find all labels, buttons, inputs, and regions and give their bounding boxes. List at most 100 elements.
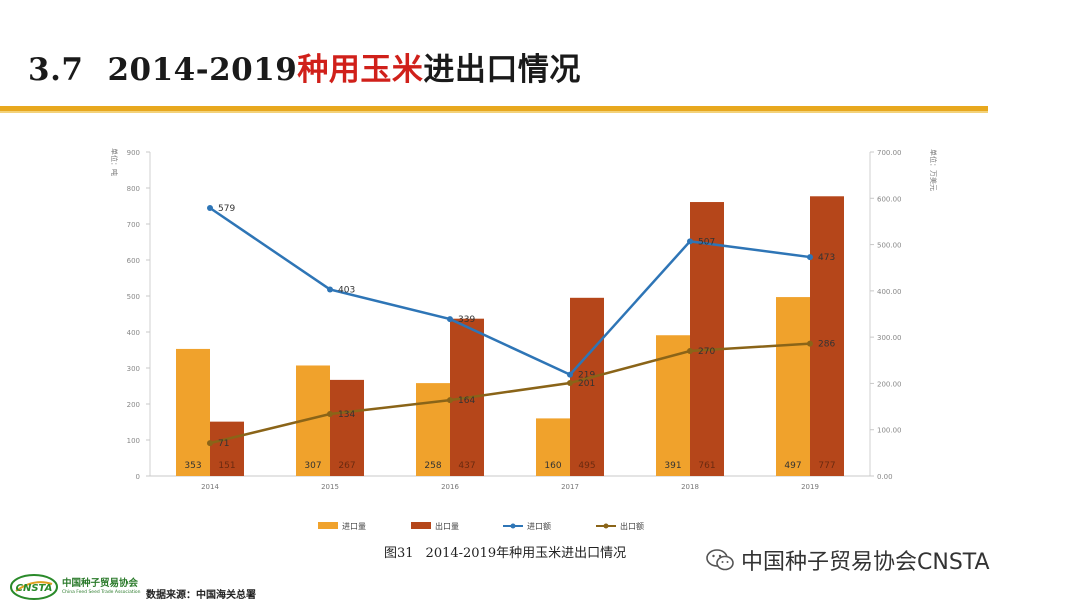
x-tick-label: 2015	[321, 483, 339, 491]
bar-export-qty	[570, 297, 604, 476]
bar-import-qty	[776, 297, 810, 476]
point-export-value-label: 201	[578, 379, 595, 389]
logo-name-en: China Feed Seed Trade Association	[62, 589, 141, 595]
legend-label: 进口额	[527, 521, 551, 531]
bar-import-qty-label: 497	[784, 461, 801, 471]
cnsta-logo: CNSTA 中国种子贸易协会 China Feed Seed Trade Ass…	[10, 574, 141, 600]
data-source: 数据来源：中国海关总署	[146, 590, 256, 601]
y-right-tick-label: 100.00	[877, 427, 902, 435]
x-tick-label: 2018	[681, 483, 699, 491]
y-left-tick-label: 500	[127, 293, 140, 301]
legend-swatch-marker	[510, 523, 516, 529]
section-number: 3.7	[28, 52, 84, 88]
y-left-tick-label: 200	[127, 401, 140, 409]
y-right-tick-label: 300.00	[877, 334, 902, 342]
y-right-tick-label: 500.00	[877, 242, 902, 250]
point-export-value	[207, 440, 213, 447]
point-import-value-label: 507	[698, 237, 715, 247]
title-highlight: 种用玉米	[297, 52, 424, 88]
bar-export-qty	[330, 379, 364, 476]
bar-import-qty-label: 307	[304, 461, 321, 471]
bar-export-qty-label: 151	[218, 461, 235, 471]
point-export-value	[567, 379, 573, 386]
y-right-tick-label: 400.00	[877, 288, 902, 296]
y-left-tick-label: 400	[127, 329, 140, 337]
bar-import-qty	[536, 418, 570, 476]
legend-label: 出口额	[620, 521, 644, 531]
y-left-axis-label: 单位：吨	[110, 148, 119, 176]
figure-caption: 图31 2014-2019年种用玉米进出口情况	[384, 542, 638, 561]
svg-text:CNSTA: CNSTA	[16, 583, 53, 594]
y-left-tick-label: 800	[127, 185, 140, 193]
line-import-value	[209, 206, 811, 377]
y-right-tick-label: 0.00	[877, 473, 893, 481]
point-export-value-label: 71	[218, 439, 229, 449]
title-divider	[0, 106, 988, 111]
point-import-value-label: 219	[578, 371, 595, 381]
title-suffix: 进出口情况	[423, 52, 581, 88]
x-tick-label: 2017	[561, 483, 579, 491]
legend-label: 进口量	[342, 522, 366, 531]
point-import-value-label: 473	[818, 253, 835, 263]
bar-export-qty	[690, 202, 724, 477]
point-import-value	[327, 286, 333, 293]
bar-import-qty-label: 160	[544, 461, 561, 471]
point-export-value	[807, 340, 813, 347]
bar-import-qty-label: 353	[184, 461, 201, 471]
y-left-tick-label: 900	[127, 149, 140, 157]
legend-swatch-marker	[603, 523, 609, 529]
point-import-value-label: 403	[338, 285, 355, 295]
point-import-value	[447, 316, 453, 323]
x-tick-label: 2016	[441, 483, 459, 491]
point-import-value	[567, 371, 573, 378]
legend-swatch	[318, 522, 338, 529]
bar-export-qty	[210, 421, 244, 476]
bar-import-qty	[416, 383, 450, 476]
figure-number: 图31	[384, 546, 414, 561]
bar-export-qty-label: 437	[458, 461, 475, 471]
y-right-tick-label: 700.00	[877, 149, 902, 157]
bar-import-qty-label: 391	[664, 461, 681, 471]
point-export-value	[327, 410, 333, 417]
point-export-value-label: 286	[818, 340, 835, 350]
point-import-value-label: 339	[458, 315, 475, 325]
point-import-value	[807, 254, 813, 261]
point-import-value-label: 579	[218, 204, 235, 214]
bar-export-qty-label: 495	[578, 461, 595, 471]
point-export-value-label: 270	[698, 347, 715, 357]
y-left-tick-label: 0	[136, 473, 140, 481]
figure-caption-text: 2014-2019年种用玉米进出口情况	[425, 546, 627, 561]
y-right-tick-label: 600.00	[877, 195, 902, 203]
cnsta-logo-icon: CNSTA	[10, 574, 58, 600]
title-years: 2014-2019	[107, 52, 298, 88]
bar-export-qty-label: 761	[698, 461, 715, 471]
title-divider-light	[0, 111, 988, 113]
x-tick-label: 2019	[801, 483, 819, 491]
point-import-value	[207, 205, 213, 212]
point-export-value	[447, 397, 453, 404]
wechat-icon	[706, 549, 734, 571]
line-export-value	[209, 342, 811, 445]
point-export-value	[687, 348, 693, 355]
page-title: 3.7 2014-2019种用玉米进出口情况	[28, 44, 581, 89]
logo-name-cn: 中国种子贸易协会	[62, 578, 139, 589]
y-left-tick-label: 600	[127, 257, 140, 265]
watermark-text: 中国种子贸易协会CNSTA	[741, 550, 990, 575]
watermark: 中国种子贸易协会CNSTA	[705, 544, 990, 576]
y-left-tick-label: 300	[127, 365, 140, 373]
y-right-tick-label: 200.00	[877, 380, 902, 388]
point-import-value	[687, 238, 693, 245]
bar-import-qty-label: 258	[424, 461, 441, 471]
bar-export-qty-label: 777	[818, 461, 835, 471]
y-right-axis-label: 单位：万美元	[929, 149, 938, 191]
point-export-value-label: 164	[458, 396, 475, 406]
legend-swatch	[411, 522, 431, 529]
bar-import-qty	[176, 348, 210, 476]
y-left-tick-label: 700	[127, 221, 140, 229]
y-left-tick-label: 100	[127, 437, 140, 445]
point-export-value-label: 134	[338, 410, 355, 420]
x-tick-label: 2014	[201, 483, 219, 491]
bar-export-qty	[810, 196, 844, 476]
bar-export-qty-label: 267	[338, 461, 355, 471]
